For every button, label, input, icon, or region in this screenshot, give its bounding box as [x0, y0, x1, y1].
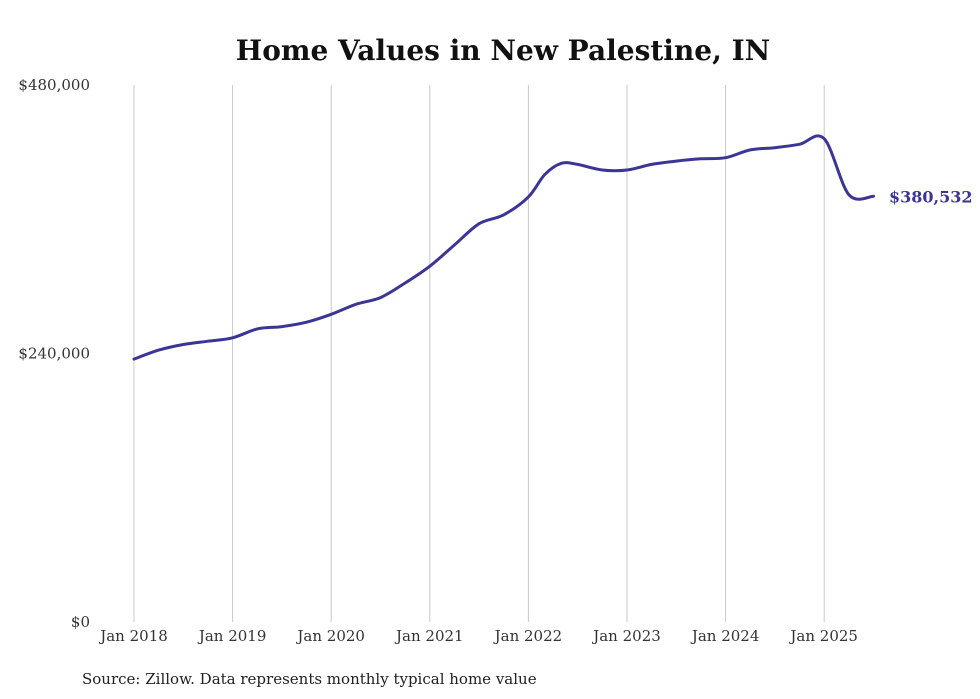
latest-value-label: $380,532: [889, 187, 973, 206]
gridlines: [133, 85, 825, 622]
y-axis-ticks: $0 $240,000 $480,000: [18, 76, 90, 631]
x-axis-ticks: Jan 2018 Jan 2019 Jan 2020 Jan 2021 Jan 2022…: [98, 627, 858, 645]
x-tick-label: Jan 2023: [591, 627, 661, 645]
x-tick-label: Jan 2025: [788, 627, 858, 645]
source-note: Source: Zillow. Data represents monthly …: [82, 670, 537, 688]
x-tick-label: Jan 2021: [394, 627, 464, 645]
home-value-line: [132, 134, 875, 361]
y-tick-label: $240,000: [18, 345, 90, 363]
x-tick-label: Jan 2020: [295, 627, 365, 645]
x-tick-label: Jan 2022: [493, 627, 563, 645]
x-tick-label: Jan 2019: [197, 627, 267, 645]
x-tick-label: Jan 2018: [98, 627, 168, 645]
y-tick-label: $0: [71, 613, 90, 631]
y-tick-label: $480,000: [18, 76, 90, 94]
x-tick-label: Jan 2024: [690, 627, 760, 645]
chart-title: Home Values in New Palestine, IN: [236, 34, 771, 67]
